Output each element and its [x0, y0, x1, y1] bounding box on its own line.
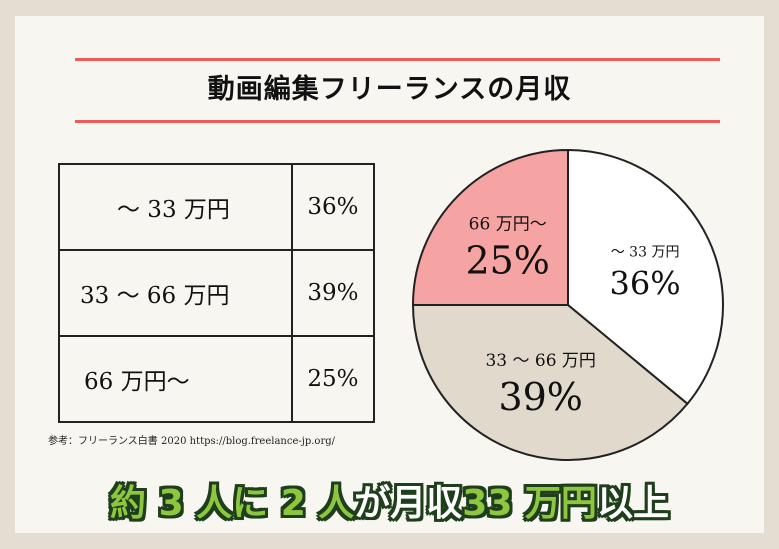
- slice-value-label: 25%: [465, 239, 549, 283]
- source-note: 参考：フリーランス白書 2020 https://blog.freelance-…: [48, 436, 335, 447]
- slice-category-label: ～ 33 万円: [611, 245, 680, 261]
- title-rule-top: [75, 58, 720, 61]
- pie-slice: [411, 148, 569, 306]
- range-cell: 33 ～ 66 万円: [58, 249, 293, 337]
- title-rule-bottom: [75, 120, 720, 123]
- table-row: ～ 33 万円 36%: [58, 163, 376, 251]
- slice-category-label: 66 万円～: [469, 215, 547, 235]
- percent-cell: 36%: [290, 163, 376, 251]
- range-cell: 66 万円～: [58, 335, 293, 423]
- page-title: 動画編集フリーランスの月収: [207, 74, 572, 105]
- slice-category-label: 33 ～ 66 万円: [485, 351, 595, 371]
- headline-part-3: 33 万円: [462, 483, 597, 524]
- income-table: ～ 33 万円 36% 33 ～ 66 万円 39% 66 万円～ 25%: [58, 163, 376, 423]
- headline-part-1: 約 3 人に 2 人: [110, 483, 355, 524]
- headline-part-2: が月収: [354, 483, 463, 524]
- headline-part-4: 以上: [596, 483, 669, 524]
- range-cell: ～ 33 万円: [58, 163, 293, 251]
- table-row: 33 ～ 66 万円 39%: [58, 249, 376, 337]
- pie-slice: [411, 304, 689, 461]
- infographic-card: 動画編集フリーランスの月収 ～ 33 万円 36% 33 ～ 66 万円 39%…: [15, 16, 764, 533]
- table-row: 66 万円～ 25%: [58, 335, 376, 423]
- percent-cell: 25%: [290, 335, 376, 423]
- pie-slice: [567, 148, 724, 406]
- headline: 約 3 人に 2 人が月収33 万円以上: [15, 479, 764, 529]
- slice-value-label: 36%: [610, 265, 681, 303]
- slice-value-label: 39%: [498, 375, 582, 419]
- pie-chart: ～ 33 万円 36% 33 ～ 66 万円 39% 66 万円～ 25%: [411, 148, 724, 461]
- percent-cell: 39%: [290, 249, 376, 337]
